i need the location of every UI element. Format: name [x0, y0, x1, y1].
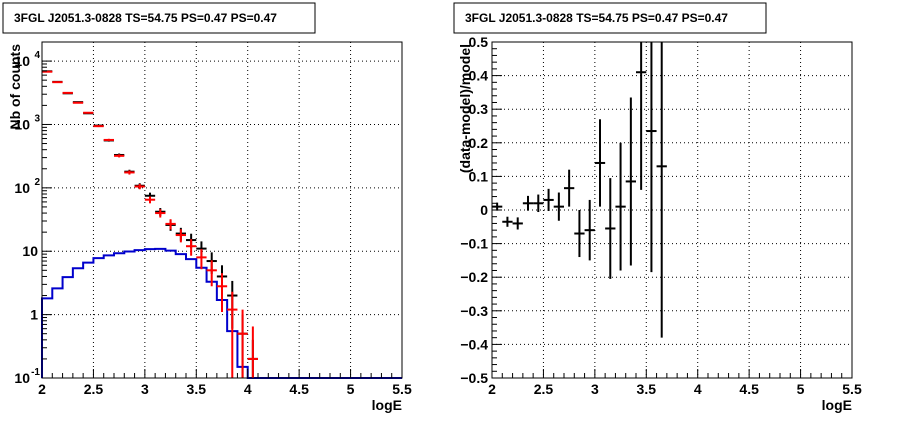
residuals-point	[502, 216, 513, 227]
residuals-xtick-label: 5	[797, 381, 805, 397]
counts-red-point	[83, 111, 94, 114]
counts-red-point	[124, 170, 135, 175]
counts-ytick-label: 1	[30, 307, 38, 323]
residuals-point	[636, 42, 647, 190]
counts-red-point	[206, 260, 217, 287]
residuals-ytick-label: −0.3	[460, 303, 488, 319]
residuals-point	[584, 199, 595, 261]
residuals-ytick-label: 0	[480, 202, 488, 218]
counts-xtick-label: 3.5	[187, 381, 207, 397]
residuals-xlabel: logE	[822, 397, 852, 413]
counts-title-box	[2, 2, 316, 34]
residuals-ytick-label: 0.1	[469, 168, 489, 184]
counts-ytick-label: 10	[14, 116, 30, 132]
residuals-point	[574, 210, 585, 258]
counts-ytick-label: 10	[14, 180, 30, 196]
counts-panel: 3FGL J2051.3-0828 TS=54.75 PS=0.47 PS=0.…	[2, 2, 412, 413]
counts-red-point	[186, 239, 197, 256]
counts-red-point	[216, 273, 228, 312]
counts-red-point	[114, 154, 125, 158]
residuals-ylabel: (data-model)/model	[457, 44, 473, 173]
residuals-point	[594, 119, 606, 207]
counts-ytick-exponent: 3	[34, 113, 40, 124]
counts-red-point	[196, 249, 207, 270]
residuals-point	[533, 194, 544, 213]
residuals-point	[543, 188, 554, 212]
residuals-ytick-label: −0.1	[460, 236, 488, 252]
counts-model-series	[41, 247, 402, 379]
residuals-ytick-label: 0.4	[469, 68, 489, 84]
counts-title: 3FGL J2051.3-0828 TS=54.75 PS=0.47 PS=0.…	[14, 11, 277, 25]
residuals-point	[512, 217, 523, 230]
residuals-point	[553, 192, 564, 221]
residuals-grid	[492, 42, 852, 378]
counts-frame	[41, 41, 403, 379]
counts-xtick-label: 5.5	[392, 381, 412, 397]
counts-ytick-exponent: -1	[31, 367, 40, 378]
counts-red-point	[103, 138, 114, 142]
residuals-point	[646, 42, 657, 273]
counts-model-step	[41, 247, 402, 379]
counts-red-point	[62, 91, 73, 94]
residuals-xtick-label: 5.5	[842, 381, 862, 397]
residuals-ytick-label: 0.3	[469, 101, 489, 117]
residuals-point	[564, 169, 575, 207]
residuals-point	[605, 178, 616, 279]
counts-ytick-label: 10	[14, 370, 30, 386]
counts-xtick-label: 4.5	[289, 381, 309, 397]
residuals-ytick-label: 0.5	[469, 34, 489, 50]
residuals-point	[492, 202, 503, 211]
counts-xlabel: logE	[372, 397, 402, 413]
counts-red-point	[165, 219, 176, 230]
counts-red-point	[175, 229, 186, 243]
residuals-xtick-label: 2.5	[534, 381, 554, 397]
residuals-ticks: 2 2.5 3 3.5 4 4.5 5 5.5 −0.5 −0.4 −0.3 −0.2 −0.1 0 0.1…	[460, 34, 862, 397]
counts-xtick-label: 4	[244, 381, 252, 397]
residuals-point	[615, 142, 626, 271]
residuals-ytick-label: −0.4	[460, 336, 488, 352]
residuals-title: 3FGL J2051.3-0828 TS=54.75 PS=0.47 PS=0.…	[465, 11, 728, 25]
counts-data-series	[42, 70, 258, 378]
counts-ytick-label: 10	[22, 243, 38, 259]
counts-red-point	[134, 184, 145, 190]
counts-red-point	[227, 291, 238, 378]
counts-xtick-label: 5	[347, 381, 355, 397]
residuals-series	[492, 42, 667, 338]
residuals-xtick-label: 4.5	[739, 381, 759, 397]
counts-ylabel: Nb of counts	[7, 44, 23, 130]
counts-red-point	[155, 209, 166, 218]
counts-ytick-label: 10	[14, 53, 30, 69]
counts-red-point	[237, 309, 248, 378]
counts-ytick-exponent: 4	[34, 50, 40, 61]
counts-red-point	[72, 101, 84, 104]
counts-grid	[42, 42, 402, 378]
residuals-xtick-label: 4	[694, 381, 702, 397]
residuals-title-box	[453, 2, 767, 34]
residuals-xtick-label: 3.5	[637, 381, 657, 397]
residuals-point	[625, 97, 636, 266]
counts-xtick-label: 2	[38, 381, 46, 397]
residuals-xtick-label: 3	[591, 381, 599, 397]
counts-ytick-exponent: 2	[34, 177, 40, 188]
residuals-point	[522, 195, 534, 211]
counts-red-point	[52, 81, 63, 84]
residuals-ytick-label: −0.5	[460, 370, 488, 386]
counts-xtick-label: 2.5	[84, 381, 104, 397]
residuals-ytick-label: −0.2	[460, 269, 488, 285]
counts-xtick-label: 3	[141, 381, 149, 397]
residuals-panel: 3FGL J2051.3-0828 TS=54.75 PS=0.47 PS=0.…	[453, 2, 862, 413]
counts-red-series	[42, 70, 258, 378]
residuals-point	[656, 42, 667, 338]
counts-red-point	[144, 196, 156, 204]
residuals-ytick-label: 0.2	[469, 135, 489, 151]
counts-red-point	[42, 70, 53, 73]
counts-red-point	[247, 326, 258, 378]
residuals-xtick-label: 2	[488, 381, 496, 397]
counts-red-point	[93, 125, 104, 128]
